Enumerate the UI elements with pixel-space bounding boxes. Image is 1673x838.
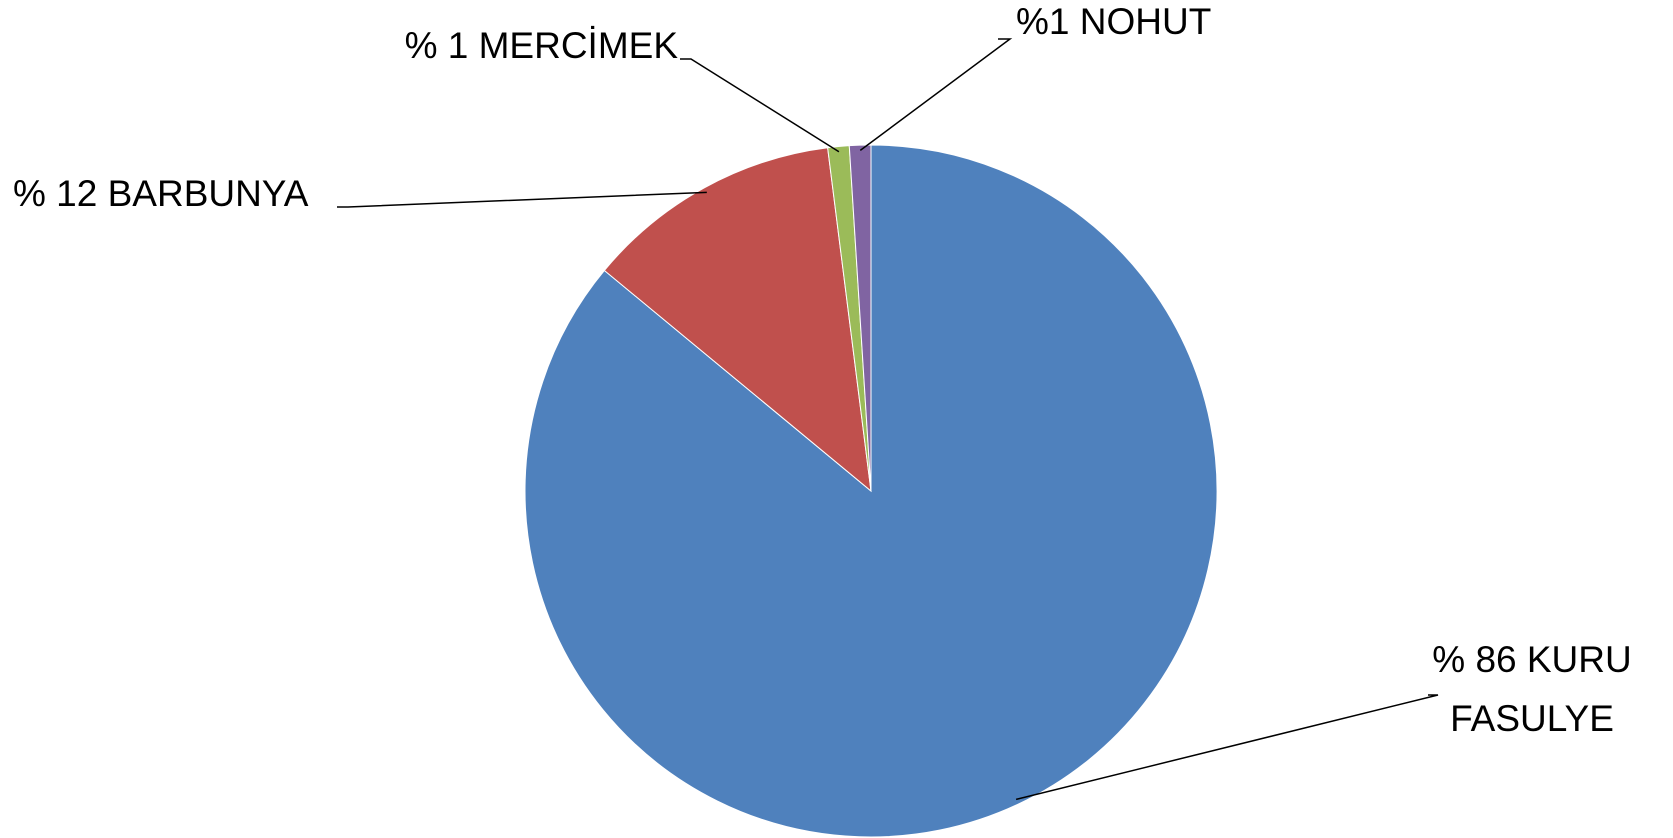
leader-line xyxy=(1015,694,1439,801)
leader-line xyxy=(859,38,1013,151)
pie-slice xyxy=(848,144,872,492)
data-label: % 86 KURU FASULYE xyxy=(1432,639,1632,739)
leader-line xyxy=(680,58,840,153)
pie-slice xyxy=(603,147,872,493)
leader-line xyxy=(337,191,707,208)
data-label: %1 NOHUT xyxy=(1016,1,1211,42)
data-label: % 1 MERCİMEK xyxy=(405,25,679,66)
data-label: % 12 BARBUNYA xyxy=(13,173,309,214)
